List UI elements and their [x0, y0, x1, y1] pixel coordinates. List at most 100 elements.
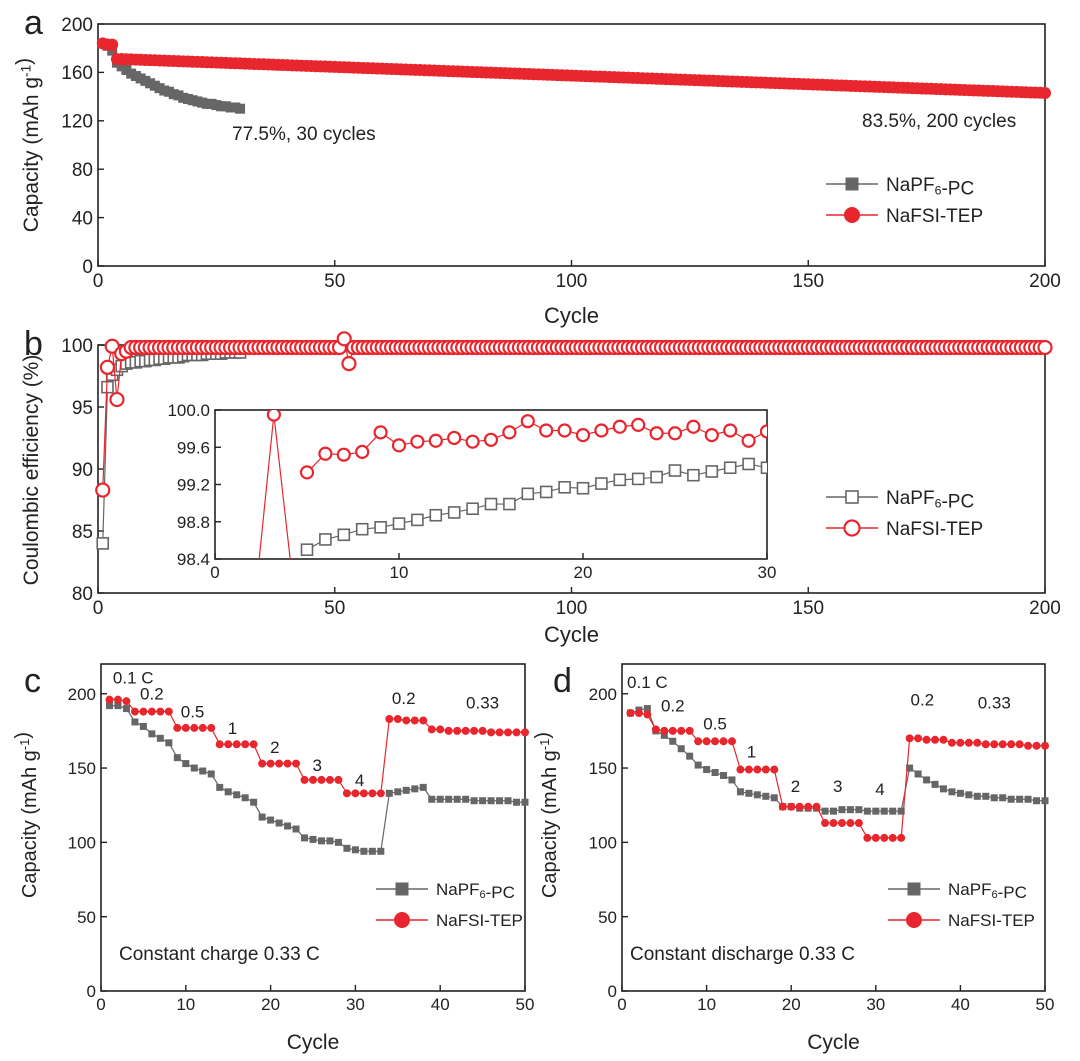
data-point — [990, 794, 998, 802]
legend-marker — [845, 177, 859, 191]
inset-data-point-tep — [502, 425, 517, 440]
y-tick-label: 100.0 — [167, 401, 210, 420]
inset-data-point-tep — [336, 447, 351, 462]
data-point — [889, 807, 897, 815]
inset-data-point-tep — [391, 438, 407, 453]
data-point — [334, 838, 342, 846]
x-tick-label: 10 — [176, 995, 195, 1014]
inset-data-point-pc — [355, 522, 369, 536]
panel-a: 0 50 100 150 200 0 40 80 120 160 200 a Cycle Capacity… — [12, 4, 1060, 328]
data-point — [998, 740, 1007, 749]
legend-label: NaPF6-PC — [886, 175, 974, 199]
inset-data-point-pc — [595, 477, 608, 490]
data-point — [419, 783, 427, 791]
data-point — [462, 795, 470, 803]
data-point — [342, 789, 351, 798]
x-tick-label: 50 — [324, 271, 345, 292]
data-point — [241, 740, 250, 749]
data-point — [939, 735, 948, 744]
data-point — [284, 822, 292, 830]
inset-data-point-pc — [503, 497, 516, 511]
data-point — [258, 813, 266, 821]
y-tick-label: 98.4 — [177, 550, 210, 569]
data-point — [634, 709, 643, 718]
y-tick-label: 0 — [608, 982, 617, 1001]
data-point — [872, 807, 880, 815]
legend-marker — [394, 912, 410, 928]
inset-data-point-pc — [319, 533, 332, 546]
inset-data-point-tep — [575, 428, 591, 443]
condition-label: Constant discharge 0.33 C — [630, 944, 855, 965]
data-point — [336, 331, 352, 347]
inset-data-point-pc — [411, 513, 424, 527]
data-point — [914, 770, 922, 778]
x-tick-label: 0 — [93, 271, 104, 292]
data-point — [267, 816, 275, 824]
inset-data-point-tep — [612, 419, 627, 434]
data-point — [156, 734, 164, 742]
legend-marker — [907, 882, 921, 896]
data-point — [923, 776, 931, 784]
data-point — [762, 792, 770, 800]
data-point — [999, 794, 1007, 802]
rate-label: 1 — [228, 719, 237, 738]
data-point — [745, 789, 753, 797]
data-point — [487, 728, 496, 737]
data-point — [964, 738, 973, 747]
data-point — [292, 825, 300, 833]
inset-data-point-pc — [558, 480, 571, 494]
inset-data-point-pc — [613, 473, 627, 487]
inset-data-point-pc — [705, 465, 719, 478]
inset-data-point-pc — [576, 481, 590, 495]
data-point — [309, 835, 317, 843]
inset-data-point-tep — [318, 446, 333, 461]
x-tick-label: 0 — [93, 598, 104, 619]
x-tick-label: 150 — [792, 271, 824, 292]
data-point — [973, 738, 982, 747]
series-tep — [105, 695, 529, 798]
data-point — [804, 802, 813, 811]
data-point — [897, 833, 906, 842]
data-point — [770, 765, 779, 774]
inset-data-point-tep — [428, 433, 443, 448]
legend-marker — [843, 519, 861, 537]
data-point — [1015, 740, 1024, 749]
data-point — [113, 695, 122, 704]
plot-frame — [621, 663, 1046, 992]
data-point — [677, 726, 686, 735]
data-point — [1037, 339, 1053, 356]
data-point — [436, 795, 444, 803]
rate-label: 0.2 — [140, 685, 164, 704]
data-point — [147, 707, 156, 716]
y-tick-label: 80 — [72, 160, 93, 181]
inset-data-point-tep — [410, 434, 425, 449]
inset-data-point-tep — [373, 425, 388, 440]
data-point — [668, 726, 677, 735]
y-tick-label: 50 — [598, 908, 617, 927]
data-point — [787, 802, 796, 811]
data-point — [317, 837, 325, 845]
data-point — [101, 380, 114, 394]
data-point — [863, 833, 872, 842]
data-point — [821, 807, 829, 815]
data-point — [981, 740, 990, 749]
series-pc — [105, 702, 529, 855]
data-point — [233, 791, 241, 799]
data-point — [109, 391, 125, 408]
legend-marker — [906, 912, 922, 928]
data-point — [761, 765, 770, 774]
data-point — [487, 797, 495, 805]
data-point — [479, 797, 487, 805]
x-tick-label: 50 — [324, 598, 345, 619]
data-point — [105, 695, 114, 704]
data-point — [854, 819, 863, 828]
y-tick-label: 200 — [61, 15, 93, 36]
rate-label: 0.5 — [181, 703, 205, 722]
x-tick-label: 20 — [782, 995, 801, 1014]
rate-label: 0.2 — [661, 697, 685, 716]
inset-data-point-pc — [760, 461, 767, 475]
data-point — [470, 797, 478, 805]
data-point — [359, 789, 368, 798]
inset-data-point-pc — [521, 487, 535, 501]
